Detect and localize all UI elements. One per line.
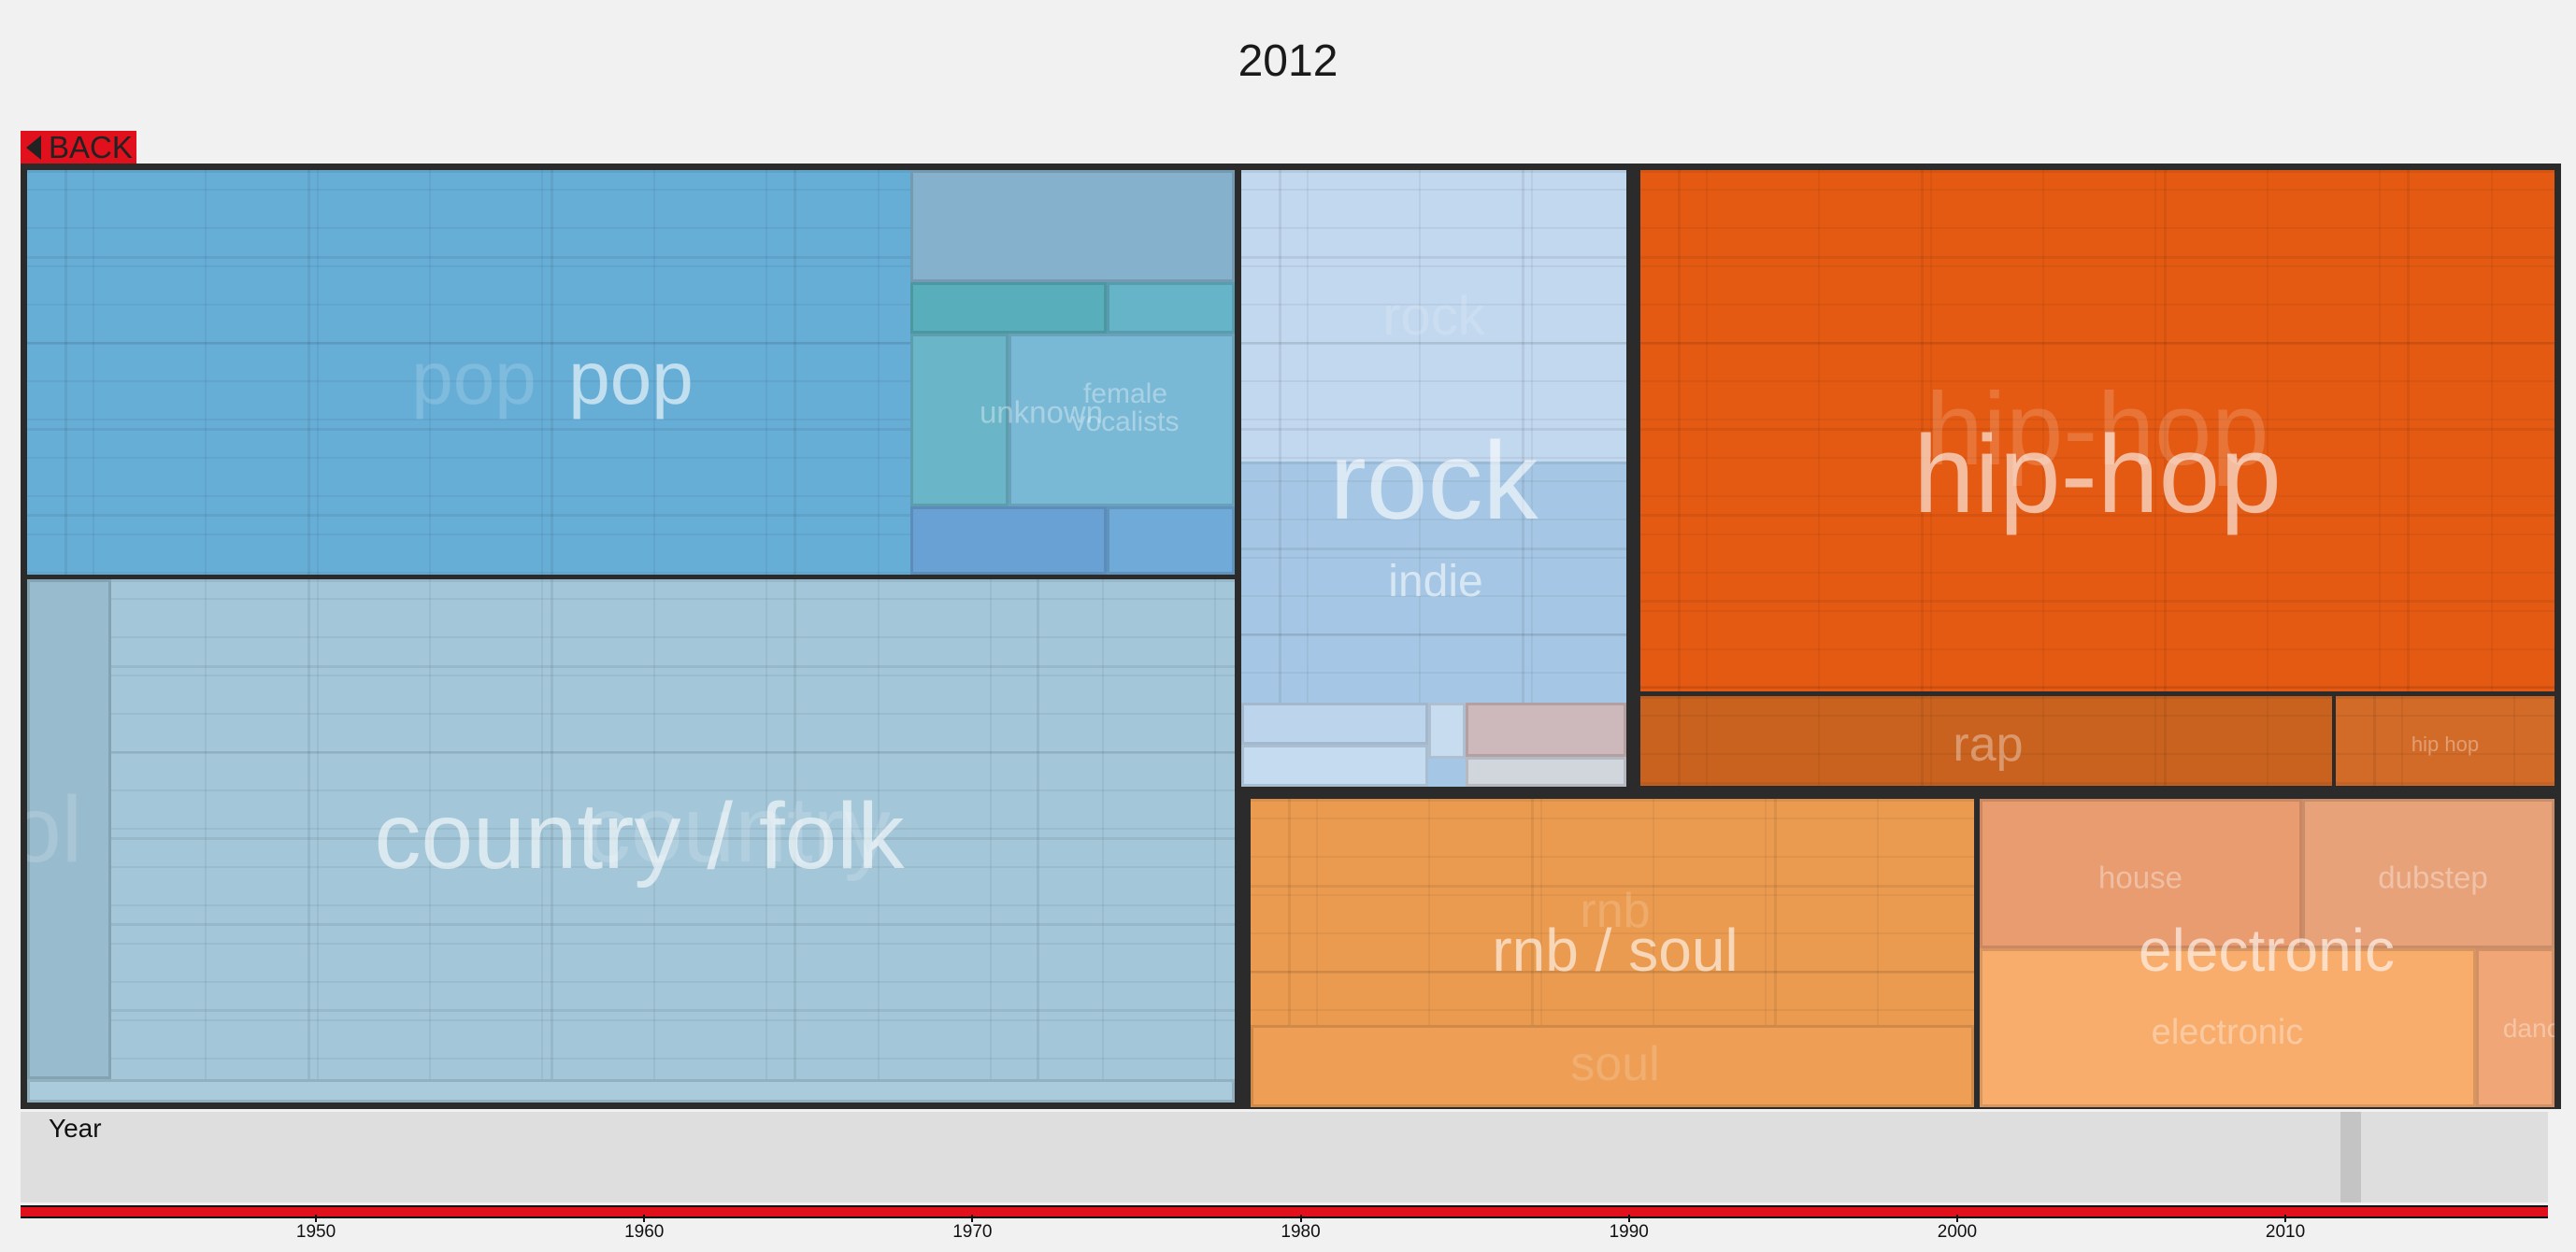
back-button[interactable]: BACK (21, 131, 136, 164)
axis-tick-label: 1950 (295, 1222, 336, 1242)
subcell-rock-a (1241, 703, 1428, 745)
axis-tick-label: 1960 (624, 1222, 665, 1242)
treemap-divider-rock (1626, 164, 1634, 790)
subcell-unknown (910, 334, 1009, 506)
axis-tick-label: 1990 (1609, 1222, 1649, 1242)
subcell-pop-c (1107, 282, 1235, 334)
treemap-divider-pop (27, 575, 1237, 579)
back-arrow-icon (26, 135, 41, 160)
subcell-pop-e (1107, 506, 1235, 575)
axis-tick (315, 1215, 318, 1222)
subcell-soul (1251, 1025, 1974, 1107)
axis-tick-label: 2010 (2265, 1222, 2306, 1242)
treemap-cell-hip-hop-2[interactable]: hip hop (2336, 696, 2555, 786)
subcell-electronic (1980, 948, 2476, 1107)
axis-tick-label: 1970 (952, 1222, 993, 1242)
axis-tick (971, 1215, 974, 1222)
subcell-rock-e (1466, 757, 1626, 787)
axis-tick (643, 1215, 646, 1222)
axis-tick (1299, 1215, 1302, 1222)
treemap-divider-left (1237, 164, 1241, 1109)
treemap-divider-middle (1241, 790, 2561, 797)
year-axis: 1950 1960 1970 1980 1990 2000 2010 (21, 1202, 2548, 1249)
treemap-divider-rnb (1974, 797, 1980, 1109)
axis-tick (2284, 1215, 2287, 1222)
year-slider[interactable]: Year (21, 1112, 2548, 1202)
subcell-rock-c (1466, 703, 1626, 757)
axis-tick-label: 1980 (1281, 1222, 1321, 1242)
subcell-folk (27, 579, 111, 1079)
subcell-female-vocalists (1009, 334, 1235, 506)
subcell-dance (2476, 948, 2555, 1107)
subcell-dubstep (2302, 799, 2555, 948)
treemap-cell-country-folk[interactable]: ol country country / folk (27, 579, 1235, 1103)
subcell-pop-a (910, 170, 1235, 282)
subcell-pop-d (910, 506, 1107, 575)
axis-tick-label: 2000 (1937, 1222, 1978, 1242)
axis-tick (1627, 1215, 1630, 1222)
treemap-cell-indie[interactable]: indie (1241, 462, 1626, 787)
treemap-cell-rnb-soul[interactable]: rnb soul rnb / soul (1251, 799, 1974, 1107)
treemap-cell-rock[interactable]: rock (1241, 170, 1626, 462)
subcell-pop-b (910, 282, 1107, 334)
year-slider-label: Year (49, 1114, 102, 1143)
page-title: 2012 (1238, 36, 1338, 86)
year-axis-bar (21, 1205, 2548, 1218)
year-slider-handle[interactable] (2340, 1112, 2362, 1202)
subcell-house (1980, 799, 2302, 948)
axis-tick (1955, 1215, 1958, 1222)
back-button-label: BACK (49, 130, 133, 164)
subcell-rock-b (1428, 703, 1466, 759)
treemap-cell-rap[interactable]: rap (1640, 696, 2332, 786)
treemap-cell-hip-hop[interactable]: hip-hop hip-hop (1640, 170, 2555, 691)
subcell-rock-d (1241, 745, 1428, 787)
subcell-country-bottom (27, 1079, 1235, 1103)
